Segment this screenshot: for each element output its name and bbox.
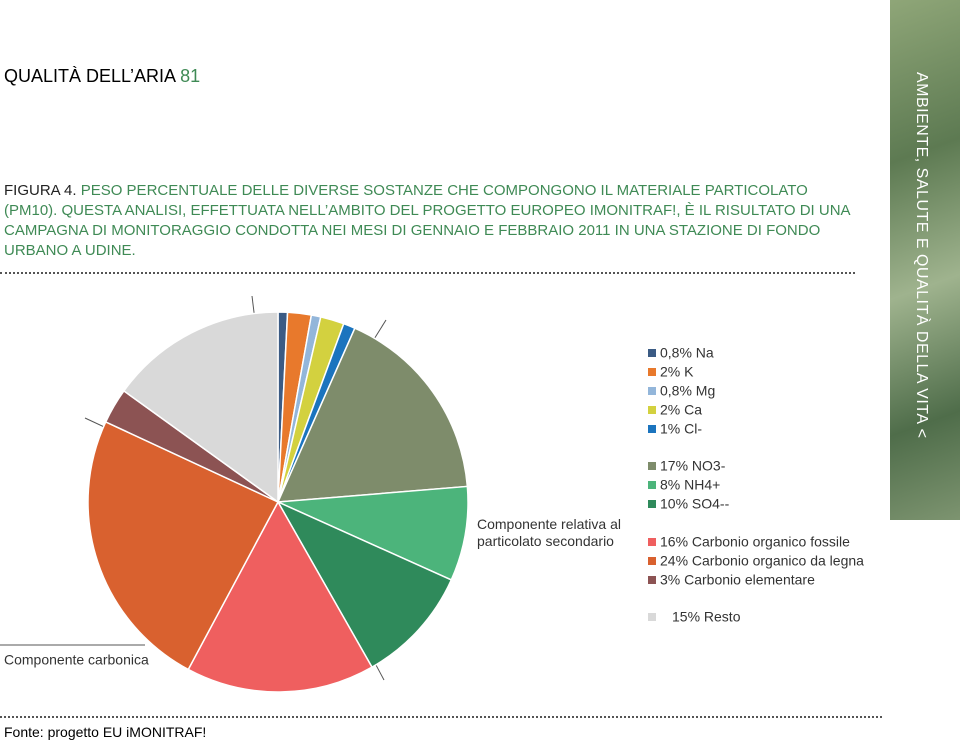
legend-swatch bbox=[648, 387, 656, 395]
divider bbox=[0, 272, 855, 274]
legend-swatch bbox=[648, 500, 656, 508]
legend-swatch bbox=[648, 368, 656, 376]
section-title: QUALITÀ DELL’ARIA bbox=[4, 66, 176, 86]
legend-swatch bbox=[648, 613, 656, 621]
chart: Componente relativa al particolato second… bbox=[0, 295, 864, 693]
legend-label: 3% Carbonio elementare bbox=[660, 572, 815, 588]
annotation: Componente carbonica bbox=[4, 652, 149, 668]
pie-slice bbox=[276, 500, 453, 669]
annotation: Componente relativa al particolato second… bbox=[477, 516, 621, 549]
pie-slice bbox=[277, 485, 469, 581]
pie-slice bbox=[276, 327, 469, 503]
legend-swatch bbox=[648, 349, 656, 357]
legend-swatch bbox=[648, 557, 656, 565]
pie-slice bbox=[187, 500, 373, 693]
side-tab: AMBIENTE, SALUTE E QUALITÀ DELLA VITA < bbox=[913, 72, 930, 439]
legend-swatch bbox=[648, 425, 656, 433]
legend-label: 24% Carbonio organico da legna bbox=[660, 553, 864, 569]
header: QUALITÀ DELL’ARIA 81 bbox=[4, 66, 200, 87]
divider bbox=[0, 716, 882, 718]
caption-line: FIGURA 4. PESO PERCENTUALE DELLE DIVERSE… bbox=[4, 181, 808, 201]
legend-label: 8% NH4+ bbox=[660, 477, 720, 493]
caption-line: CAMPAGNA DI MONITORAGGIO CONDOTTA NEI ME… bbox=[4, 222, 821, 239]
source: Fonte: progetto EU iMONITRAF! bbox=[4, 724, 207, 740]
figure-label: FIGURA 4. bbox=[4, 182, 77, 199]
caption-line: (PM10). QUESTA ANALISI, EFFETTUATA NELL’… bbox=[4, 202, 851, 219]
legend-label: 0,8% Na bbox=[660, 345, 714, 361]
legend-label: 17% NO3- bbox=[660, 458, 726, 474]
legend-swatch bbox=[648, 406, 656, 414]
legend-label: 15% Resto bbox=[672, 609, 741, 625]
legend-label: 0,8% Mg bbox=[660, 383, 715, 399]
legend-label: 2% Ca bbox=[660, 402, 702, 418]
caption-text: PESO PERCENTUALE DELLE DIVERSE SOSTANZE … bbox=[80, 182, 808, 199]
legend-label: 16% Carbonio organico fossile bbox=[660, 534, 850, 550]
page-number: 81 bbox=[180, 66, 201, 86]
legend-label: 2% K bbox=[660, 364, 694, 380]
legend-label: 10% SO4-- bbox=[660, 496, 730, 512]
legend-label: 1% Cl- bbox=[660, 421, 702, 437]
legend-swatch bbox=[648, 481, 656, 489]
pie-slice bbox=[122, 311, 279, 504]
legend-swatch bbox=[648, 462, 656, 470]
legend-swatch bbox=[648, 538, 656, 546]
caption-line: URBANO A UDINE. bbox=[4, 242, 136, 259]
side-photo bbox=[890, 0, 960, 520]
legend-swatch bbox=[648, 576, 656, 584]
pie-slice bbox=[87, 420, 280, 671]
